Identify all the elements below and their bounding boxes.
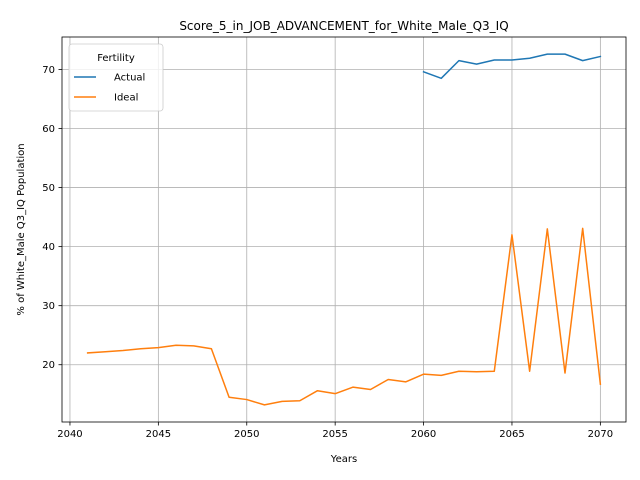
legend-entries: Actual Ideal [74, 73, 145, 104]
x-tick-label: 2055 [322, 429, 347, 440]
y-tick-label: 50 [42, 183, 55, 194]
y-tick-label: 40 [42, 242, 55, 253]
x-tick-label: 2060 [411, 429, 436, 440]
plot-frame [61, 36, 627, 423]
y-axis-ticks: 20 30 40 50 60 70 [42, 65, 62, 371]
y-axis-label: % of White_Male Q3_IQ Population [16, 143, 27, 315]
legend-title: Fertility [97, 53, 135, 64]
x-tick-label: 2045 [146, 429, 171, 440]
legend-label-actual: Actual [114, 73, 145, 84]
series-layer [86, 53, 602, 406]
x-tick-label: 2040 [57, 429, 82, 440]
y-tick-label: 20 [42, 360, 55, 371]
x-tick-label: 2070 [588, 429, 613, 440]
x-tick-label: 2065 [499, 429, 524, 440]
y-tick-label: 60 [42, 124, 55, 135]
x-axis-label: Years [330, 454, 357, 465]
y-tick-label: 30 [42, 301, 55, 312]
legend: Fertility Actual Ideal [68, 43, 164, 112]
chart-title: Score_5_in_JOB_ADVANCEMENT_for_White_Mal… [179, 19, 508, 33]
legend-box [68, 43, 164, 112]
x-axis-ticks: 2040 2045 2050 2055 2060 2065 2070 [57, 422, 613, 440]
y-tick-label: 70 [42, 65, 55, 76]
x-tick-label: 2050 [234, 429, 259, 440]
legend-label-ideal: Ideal [114, 93, 138, 104]
series-line-actual [422, 53, 602, 80]
series-line-ideal [86, 227, 602, 406]
